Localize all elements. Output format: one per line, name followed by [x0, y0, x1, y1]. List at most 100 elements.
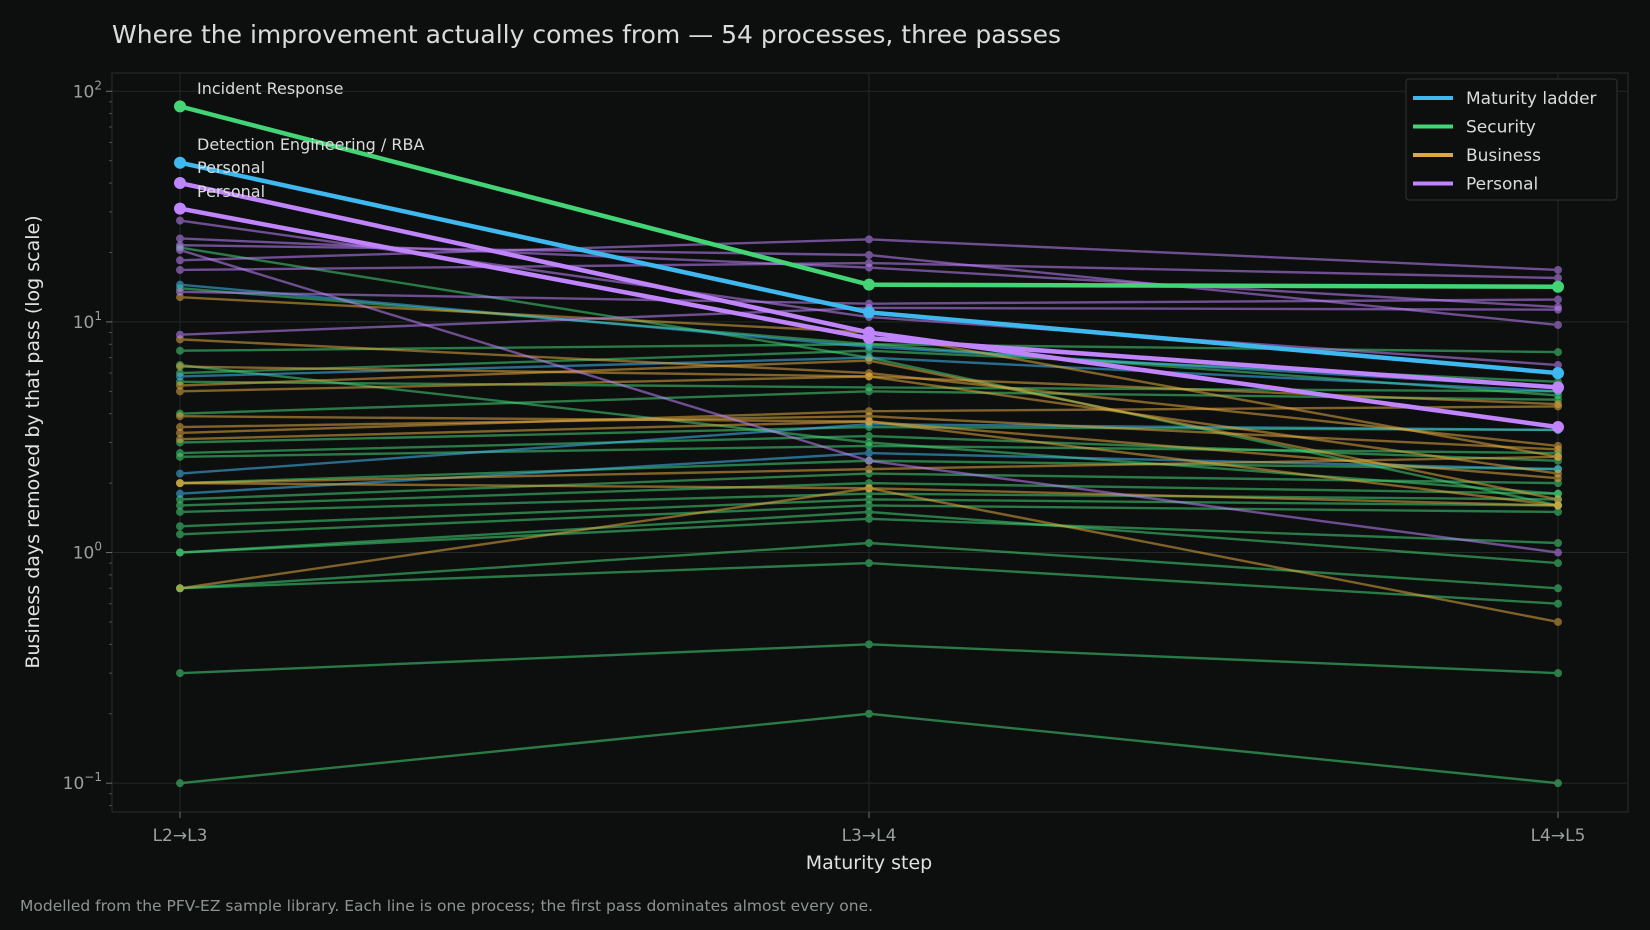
data-point: [1554, 501, 1562, 510]
legend-label: Security: [1466, 118, 1536, 138]
business-process-line: [176, 356, 1562, 504]
data-point: [176, 469, 184, 478]
data-point: [176, 372, 184, 381]
data-point: [865, 449, 873, 458]
data-point: [176, 449, 184, 458]
data-point: [865, 538, 873, 547]
data-point: [174, 177, 186, 190]
data-point: [1554, 469, 1562, 478]
data-point: [1554, 559, 1562, 568]
data-point: [174, 100, 186, 113]
data-point: [1552, 367, 1564, 380]
highlighted-series-lines: [174, 100, 1564, 434]
data-point: [865, 640, 873, 649]
data-point: [865, 251, 873, 260]
data-point: [865, 495, 873, 504]
data-point: [176, 330, 184, 339]
business-process-line: [176, 412, 1562, 510]
y-axis-label: Business days removed by that pass (log …: [22, 215, 44, 668]
data-point: [176, 501, 184, 510]
legend-label: Maturity ladder: [1466, 89, 1597, 109]
x-tick-label: L4→L5: [1531, 826, 1586, 846]
highlighted-security-line: [174, 100, 1564, 293]
highlighted-personal-line: [174, 202, 1564, 394]
data-point: [176, 669, 184, 678]
data-point: [865, 432, 873, 441]
personal-process-line: [176, 234, 1562, 312]
data-point: [865, 438, 873, 447]
data-point: [176, 495, 184, 504]
data-point: [1552, 381, 1564, 394]
data-point: [865, 514, 873, 523]
highlighted-ladder-line: [174, 156, 1564, 380]
data-point: [865, 356, 873, 365]
data-point: [176, 479, 184, 488]
data-point: [1552, 280, 1564, 293]
data-point: [865, 299, 873, 308]
security-process-line: [176, 709, 1562, 788]
x-tick-label: L2→L3: [153, 826, 208, 846]
data-point: [176, 245, 184, 254]
legend: Maturity ladder Security Business Personal: [1405, 78, 1618, 201]
data-point: [1554, 599, 1562, 608]
data-point: [1554, 295, 1562, 304]
data-point: [1552, 421, 1564, 434]
data-point: [1554, 617, 1562, 626]
data-point: [176, 362, 184, 371]
data-point: [176, 507, 184, 516]
data-point: [865, 263, 873, 272]
data-point: [176, 234, 184, 243]
legend-label: Business: [1466, 146, 1541, 166]
footnote: Modelled from the PFV-EZ sample library.…: [20, 897, 873, 915]
data-point: [176, 548, 184, 557]
personal-process-line: [176, 245, 1562, 557]
data-point: [176, 489, 184, 498]
data-point: [865, 559, 873, 568]
data-point: [176, 530, 184, 539]
data-point: [865, 501, 873, 510]
y-tick-label: 101: [73, 309, 102, 333]
data-point: [1554, 348, 1562, 357]
data-point: [176, 584, 184, 593]
data-point: [865, 456, 873, 465]
security-process-line: [176, 507, 1562, 568]
data-point: [1554, 320, 1562, 329]
data-point: [1554, 495, 1562, 504]
data-point: [865, 484, 873, 493]
y-axis-ticks: 10−1 100 101 102: [63, 78, 112, 807]
legend-box: [1405, 78, 1618, 201]
data-point: [176, 280, 184, 289]
data-point: [176, 412, 184, 421]
data-point: [174, 202, 186, 215]
data-point: [1554, 303, 1562, 312]
data-point: [1554, 584, 1562, 593]
data-point: [865, 465, 873, 474]
data-point: [176, 779, 184, 788]
series-annotation: Incident Response: [197, 79, 343, 98]
data-point: [1554, 265, 1562, 274]
x-tick-label: L3→L4: [842, 826, 897, 846]
data-point: [176, 265, 184, 274]
y-tick-label: 10−1: [63, 770, 102, 794]
data-point: [865, 235, 873, 244]
y-tick-label: 100: [73, 540, 102, 564]
data-point: [865, 342, 873, 351]
x-axis-ticks: L2→L3 L3→L4 L4→L5: [153, 812, 1586, 846]
series-annotation: Detection Engineering / RBA: [197, 135, 424, 154]
data-point: [176, 256, 184, 265]
data-point: [1554, 361, 1562, 370]
series-annotation: Personal: [197, 158, 265, 177]
data-point: [176, 346, 184, 355]
series-annotation: Personal: [197, 182, 265, 201]
data-point: [1554, 400, 1562, 409]
data-point: [1554, 538, 1562, 547]
legend-label: Personal: [1466, 175, 1538, 195]
data-point: [176, 287, 184, 296]
y-tick-label: 102: [73, 78, 102, 102]
data-point: [865, 417, 873, 426]
data-point: [176, 522, 184, 531]
data-point: [865, 383, 873, 392]
data-point: [176, 428, 184, 437]
data-point: [1554, 669, 1562, 678]
